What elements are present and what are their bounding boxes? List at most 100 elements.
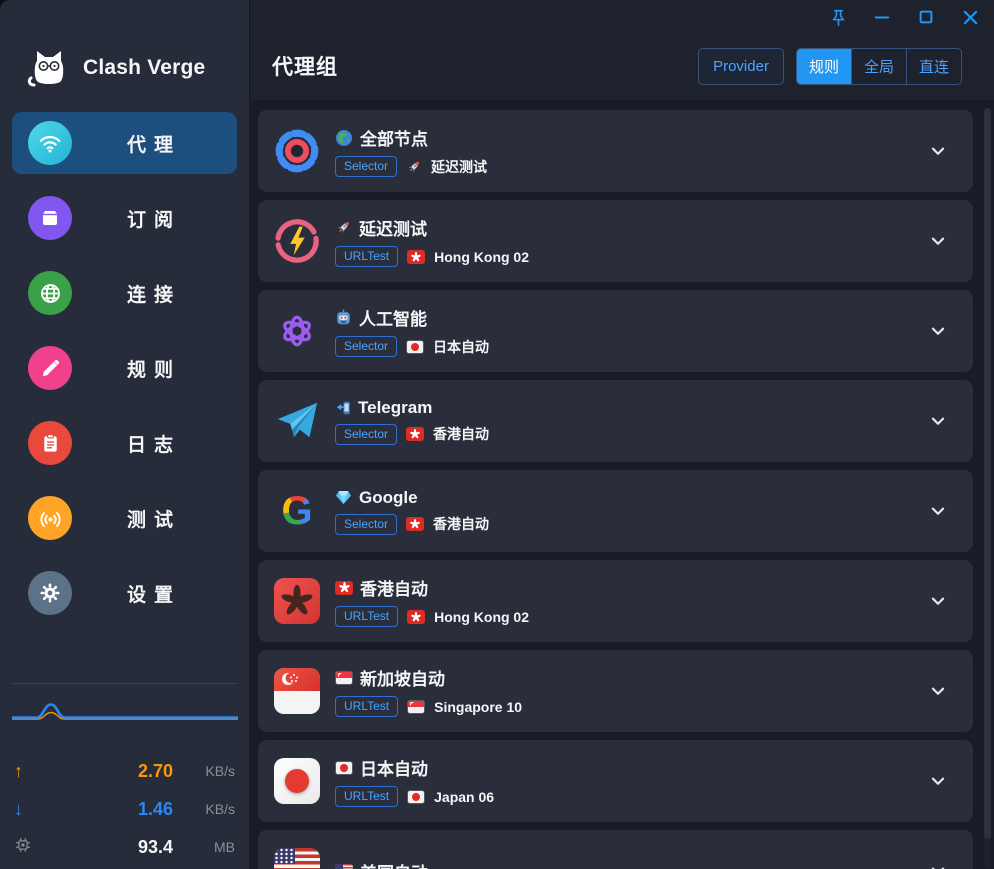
group-title: Google bbox=[359, 487, 418, 507]
memory-stat: 93.4 MB bbox=[14, 828, 235, 866]
phone-arrow-emoji bbox=[335, 400, 351, 416]
jp-flag bbox=[406, 339, 425, 354]
sidebar-item-logs[interactable]: 日志 bbox=[12, 412, 237, 474]
sidebar-item-label: 订阅 bbox=[127, 209, 182, 231]
openai-logo-icon bbox=[274, 308, 320, 354]
header-actions: Provider 规则 全局 直连 bbox=[698, 47, 962, 85]
group-now-node: Singapore 10 bbox=[434, 698, 523, 715]
sidebar-item-label: 设置 bbox=[127, 584, 182, 606]
sidebar-item-connections[interactable]: 连接 bbox=[12, 262, 237, 324]
group-title: 全部节点 bbox=[360, 130, 428, 149]
globe-emoji bbox=[335, 129, 353, 147]
gem-emoji bbox=[335, 490, 352, 505]
sidebar-item-proxy[interactable]: 代理 bbox=[12, 112, 237, 174]
chevron-down-icon[interactable] bbox=[927, 860, 949, 869]
hk-flag bbox=[335, 580, 353, 595]
chevron-down-icon[interactable] bbox=[927, 770, 949, 792]
group-type-chip: Selector bbox=[335, 513, 398, 535]
us-flag-icon bbox=[274, 848, 320, 869]
scrollbar-thumb[interactable] bbox=[984, 108, 991, 839]
hk-flag bbox=[406, 427, 425, 441]
us-flag bbox=[335, 864, 353, 869]
gear-icon bbox=[28, 571, 72, 615]
proxy-group-row[interactable]: G Google Selector 香港自动 bbox=[258, 470, 973, 552]
proxy-group-list: 全部节点 Selector 延迟测试 bbox=[250, 100, 994, 869]
sg-flag bbox=[335, 670, 353, 685]
all-nodes-logo-icon bbox=[274, 128, 320, 174]
robot-emoji bbox=[335, 309, 352, 326]
hk-flag bbox=[406, 517, 425, 531]
sidebar-item-rules[interactable]: 规则 bbox=[12, 337, 237, 399]
chevron-down-icon[interactable] bbox=[927, 590, 949, 612]
proxy-group-row[interactable]: 新加坡自动 URLTest Singapore 10 bbox=[258, 650, 973, 732]
mode-button-direct[interactable]: 直连 bbox=[918, 58, 949, 76]
chevron-down-icon[interactable] bbox=[927, 320, 949, 342]
jp-flag-icon bbox=[274, 758, 320, 804]
upload-unit: KB/s bbox=[205, 763, 235, 779]
app-logo: Clash Verge bbox=[0, 0, 249, 100]
group-type-chip: Selector bbox=[335, 156, 398, 177]
proxy-group-row[interactable]: 延迟测试 URLTest Hong Kong 02 bbox=[258, 200, 973, 282]
upload-value: 2.70 bbox=[137, 760, 173, 781]
main-header: 代理组 Provider 规则 全局 直连 bbox=[250, 32, 994, 100]
proxy-group-row[interactable]: 日本自动 URLTest Japan 06 bbox=[258, 740, 973, 822]
provider-button[interactable]: Provider bbox=[698, 47, 784, 85]
sidebar-divider bbox=[12, 683, 237, 684]
minimize-icon[interactable] bbox=[870, 5, 894, 29]
wifi-tethering-icon bbox=[28, 496, 72, 540]
traffic-stats: ↑ 2.70 KB/s ↓ 1.46 KB/s 93.4 MB bbox=[0, 752, 249, 866]
sidebar-item-label: 连接 bbox=[127, 284, 182, 306]
proxy-group-row[interactable]: 美国自动 bbox=[258, 830, 973, 869]
mode-button-rule[interactable]: 规则 bbox=[796, 48, 852, 84]
sidebar-item-test[interactable]: 测试 bbox=[12, 487, 237, 549]
group-type-chip: URLTest bbox=[335, 246, 399, 267]
group-type-chip: URLTest bbox=[335, 786, 399, 807]
group-now-node: 延迟测试 bbox=[431, 158, 488, 175]
chevron-down-icon[interactable] bbox=[927, 230, 949, 252]
cat-logo-icon bbox=[27, 51, 64, 87]
group-now-node: 香港自动 bbox=[433, 426, 490, 442]
titlebar[interactable] bbox=[250, 0, 994, 32]
sg-flag bbox=[407, 699, 426, 714]
maximize-icon[interactable] bbox=[914, 5, 938, 29]
pin-icon[interactable] bbox=[826, 5, 850, 29]
chevron-down-icon[interactable] bbox=[927, 680, 949, 702]
main-panel: 代理组 Provider 规则 全局 直连 bbox=[250, 0, 994, 869]
mode-button-global[interactable]: 全局 bbox=[852, 48, 907, 84]
download-arrow-icon: ↓ bbox=[14, 798, 23, 819]
proxy-group-row[interactable]: 香港自动 URLTest Hong Kong 02 bbox=[258, 560, 973, 642]
traffic-graph bbox=[12, 703, 238, 720]
memory-chip-icon bbox=[14, 836, 40, 859]
download-stat: ↓ 1.46 KB/s bbox=[14, 790, 235, 828]
sidebar-item-settings[interactable]: 设置 bbox=[12, 562, 237, 624]
hk-flag-icon bbox=[274, 578, 320, 624]
chevron-down-icon[interactable] bbox=[927, 410, 949, 432]
memory-value: 93.4 bbox=[137, 836, 173, 857]
globe-icon bbox=[28, 271, 72, 315]
group-type-chip: Selector bbox=[335, 423, 398, 445]
telegram-logo-icon bbox=[274, 398, 320, 444]
proxy-group-row[interactable]: 人工智能 Selector 日本自动 bbox=[258, 290, 973, 372]
group-title: 美国自动 bbox=[360, 859, 428, 869]
group-now-node: Hong Kong 02 bbox=[434, 608, 530, 625]
group-now-node: Hong Kong 02 bbox=[434, 248, 530, 265]
hk-flag bbox=[407, 609, 426, 624]
profiles-box-icon bbox=[28, 196, 72, 240]
window-controls bbox=[826, 5, 982, 29]
chevron-down-icon[interactable] bbox=[927, 500, 949, 522]
sidebar-item-label: 测试 bbox=[127, 509, 182, 531]
rocket-emoji bbox=[406, 159, 422, 175]
upload-arrow-icon: ↑ bbox=[14, 760, 23, 781]
proxy-group-row[interactable]: 全部节点 Selector 延迟测试 bbox=[258, 110, 973, 192]
proxy-group-row[interactable]: Telegram Selector 香港自动 bbox=[258, 380, 973, 462]
clipboard-icon bbox=[28, 421, 72, 465]
group-title: 新加坡自动 bbox=[360, 670, 445, 689]
mode-button-group: 规则 全局 直连 bbox=[795, 47, 962, 85]
close-icon[interactable] bbox=[958, 5, 982, 29]
sg-flag-icon bbox=[274, 668, 320, 714]
sidebar-item-profiles[interactable]: 订阅 bbox=[12, 187, 237, 249]
group-title: 日本自动 bbox=[360, 760, 428, 779]
app-title: Clash Verge bbox=[83, 56, 206, 79]
chevron-down-icon[interactable] bbox=[927, 140, 949, 162]
